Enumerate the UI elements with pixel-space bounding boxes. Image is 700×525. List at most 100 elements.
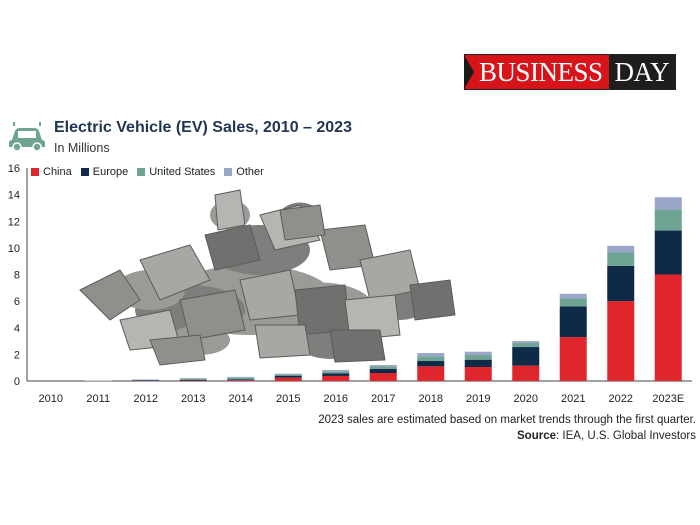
bar-other bbox=[322, 369, 350, 372]
rock-chunk bbox=[139, 244, 211, 301]
legend-label: China bbox=[43, 166, 72, 178]
legend-item: United States bbox=[137, 166, 215, 178]
y-tick-label: 12 bbox=[8, 216, 20, 228]
rock-chunk bbox=[279, 204, 326, 241]
business-day-logo: BUSINESS DAY bbox=[464, 54, 677, 90]
lithium-rocks-photo bbox=[79, 189, 456, 366]
rock-chunk bbox=[214, 189, 246, 231]
bar-europe bbox=[274, 375, 302, 378]
source-line: Source: IEA, U.S. Global Investors bbox=[517, 430, 696, 442]
bar-other bbox=[179, 378, 207, 379]
bar-europe bbox=[559, 306, 587, 338]
legend-item: China bbox=[31, 166, 72, 178]
rock-chunk bbox=[79, 269, 141, 321]
x-tick-label: 2010 bbox=[39, 393, 63, 405]
y-tick-label: 16 bbox=[8, 163, 20, 175]
y-tick-label: 14 bbox=[8, 190, 20, 202]
x-tick-label: 2021 bbox=[561, 393, 585, 405]
bar-united-states bbox=[607, 252, 635, 266]
bar-china bbox=[464, 367, 492, 381]
bar-europe bbox=[654, 230, 682, 275]
bar-china bbox=[369, 373, 397, 381]
x-tick-label: 2011 bbox=[86, 393, 110, 405]
car-icon bbox=[9, 122, 45, 152]
bar-other bbox=[369, 365, 397, 367]
chart-title: Electric Vehicle (EV) Sales, 2010 – 2023 bbox=[54, 119, 352, 136]
y-tick-label: 4 bbox=[14, 323, 20, 335]
rock-chunk bbox=[344, 294, 401, 341]
x-tick-label: 2016 bbox=[324, 393, 348, 405]
chart-subtitle: In Millions bbox=[54, 141, 110, 155]
bar-united-states bbox=[227, 377, 255, 380]
bar-china bbox=[417, 366, 445, 381]
bar-china bbox=[179, 380, 207, 382]
bar-other bbox=[417, 353, 445, 357]
bar-united-states bbox=[464, 355, 492, 360]
bar-europe bbox=[369, 369, 397, 374]
legend-swatch bbox=[224, 168, 233, 176]
bar-other bbox=[464, 351, 492, 356]
logo-arrow-icon bbox=[464, 55, 474, 89]
x-tick-label: 2014 bbox=[229, 393, 253, 405]
bar-other bbox=[607, 245, 635, 253]
source-label: Source bbox=[517, 430, 557, 442]
x-tick-label: 2022 bbox=[609, 393, 633, 405]
bar-united-states bbox=[369, 366, 397, 370]
bar-united-states bbox=[179, 378, 207, 380]
bar-united-states bbox=[417, 356, 445, 362]
bar-china bbox=[512, 365, 540, 381]
bar-europe bbox=[464, 359, 492, 368]
footnote: 2023 sales are estimated based on market… bbox=[318, 414, 696, 426]
rock-chunk bbox=[329, 329, 386, 363]
x-tick-label: 2023E bbox=[652, 393, 684, 405]
y-tick-label: 0 bbox=[14, 376, 20, 388]
bar-china bbox=[132, 380, 160, 382]
bar-europe bbox=[607, 265, 635, 302]
logo-part-1: BUSINESS bbox=[465, 55, 609, 89]
bar-china bbox=[227, 380, 255, 381]
rock-chunk bbox=[179, 289, 246, 341]
x-tick-label: 2015 bbox=[276, 393, 300, 405]
bar-united-states bbox=[322, 371, 350, 374]
bar-europe bbox=[417, 361, 445, 367]
rock-chunk bbox=[254, 324, 311, 359]
bar-united-states bbox=[132, 379, 160, 381]
bar-europe bbox=[512, 347, 540, 366]
x-tick-label: 2018 bbox=[419, 393, 443, 405]
bar-china bbox=[559, 337, 587, 381]
x-tick-label: 2019 bbox=[466, 393, 490, 405]
rock-chunk bbox=[149, 334, 206, 366]
chart-area: 0 2 4 6 8 10 12 14 16 2010 2011 2012 2013 2014 2015 201… bbox=[8, 163, 692, 405]
bar-other bbox=[132, 379, 160, 381]
bar-europe bbox=[179, 379, 207, 381]
legend-label: Other bbox=[236, 166, 264, 178]
bar-china bbox=[607, 301, 635, 381]
logo-part-2: DAY bbox=[608, 55, 676, 89]
bar-united-states bbox=[559, 298, 587, 307]
bar-other bbox=[654, 197, 682, 210]
bar-other bbox=[274, 373, 302, 375]
bar-europe bbox=[227, 379, 255, 381]
bar-china bbox=[322, 375, 350, 381]
y-tick-label: 6 bbox=[14, 296, 20, 308]
rock-chunk bbox=[409, 279, 456, 321]
legend-label: Europe bbox=[92, 166, 129, 178]
legend-swatch bbox=[80, 168, 89, 176]
bar-other bbox=[559, 293, 587, 299]
bar-china bbox=[654, 274, 682, 381]
legend-swatch bbox=[31, 168, 39, 176]
bar-united-states bbox=[274, 374, 302, 376]
bar-other bbox=[227, 376, 255, 378]
bar-europe bbox=[322, 373, 350, 376]
legend-swatch bbox=[137, 168, 146, 176]
legend-item: Other bbox=[224, 166, 264, 178]
bar-united-states bbox=[654, 209, 682, 231]
y-tick-label: 2 bbox=[14, 349, 20, 361]
source-text: : IEA, U.S. Global Investors bbox=[556, 430, 696, 442]
bar-united-states bbox=[512, 343, 540, 348]
legend-label: United States bbox=[149, 166, 216, 178]
x-tick-label: 2017 bbox=[371, 393, 395, 405]
y-tick-label: 8 bbox=[14, 270, 20, 282]
x-tick-label: 2020 bbox=[514, 393, 538, 405]
bar-other bbox=[512, 341, 540, 344]
